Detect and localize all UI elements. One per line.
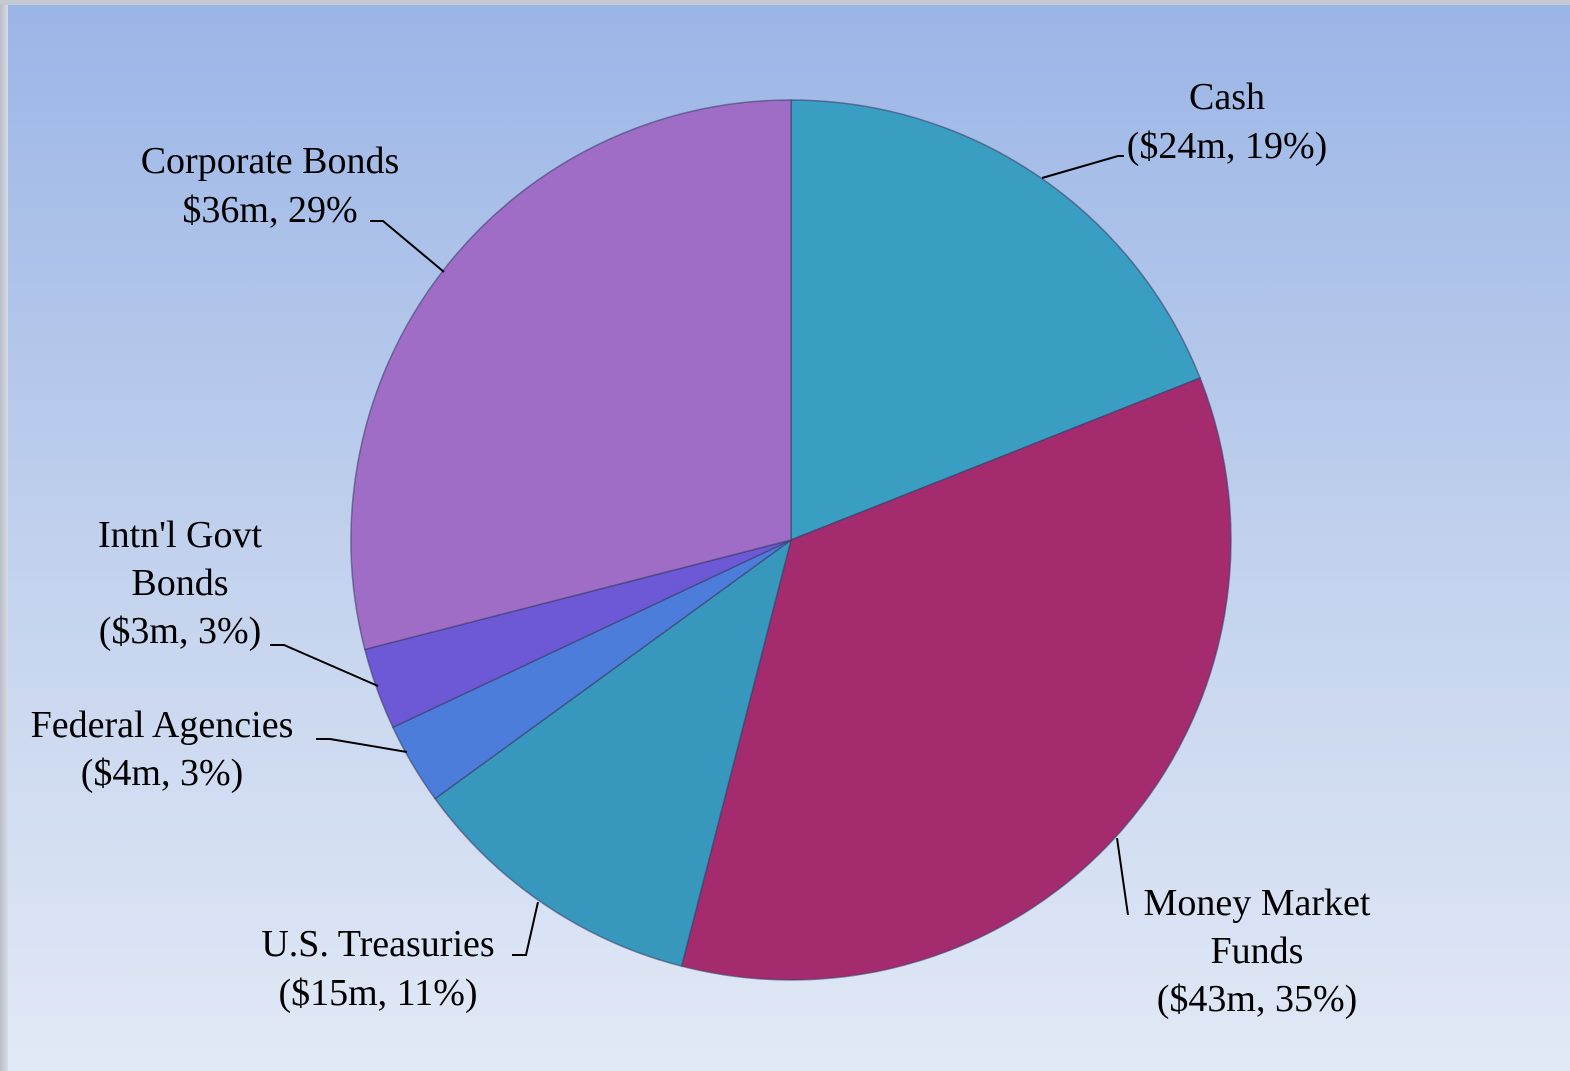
- value-label: ($24m, 19%): [1126, 125, 1328, 167]
- value-label: ($15m, 11%): [278, 972, 478, 1014]
- leader-line: [1041, 155, 1124, 179]
- pie-slice: [433, 538, 793, 968]
- leader-line: [316, 738, 408, 753]
- leader-line: [1116, 837, 1129, 916]
- value-label: ($4m, 3%): [80, 752, 244, 794]
- category-label: Federal Agencies: [30, 704, 294, 746]
- pie-slice: [790, 99, 1202, 542]
- category-label: U.S. Treasuries: [261, 923, 495, 965]
- category-label: Money Market Funds: [1143, 882, 1371, 972]
- pie-slice: [680, 377, 1232, 981]
- value-label: ($3m, 3%): [98, 610, 262, 652]
- category-label: Corporate Bonds: [140, 140, 400, 182]
- category-label: Cash: [1189, 76, 1265, 118]
- leader-line: [370, 220, 445, 273]
- slices: [350, 99, 1232, 981]
- leader-line: [512, 901, 539, 956]
- frame-edge: [0, 0, 8, 1071]
- value-label: ($43m, 35%): [1156, 978, 1358, 1020]
- leader-line: [270, 644, 379, 687]
- value-label: $36m, 29%: [182, 189, 358, 231]
- frame-edge: [0, 0, 1570, 5]
- leader-lines: [270, 155, 1129, 956]
- category-label: Intn'l Govt Bonds: [97, 514, 263, 604]
